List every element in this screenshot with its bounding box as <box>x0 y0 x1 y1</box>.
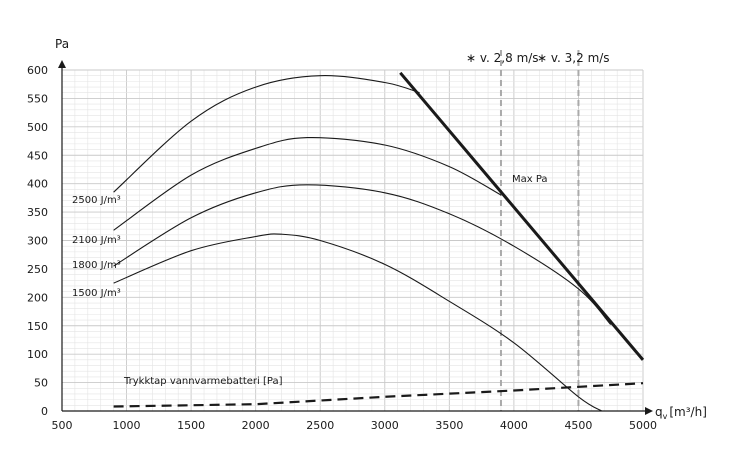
y-axis-title: Pa <box>55 37 69 51</box>
velocity-label-3-2: ∗ v. 3,2 m/s <box>537 51 610 65</box>
y-tick-label: 100 <box>27 348 48 361</box>
x-axis-title-sub: v <box>663 412 668 421</box>
x-tick-label: 4500 <box>564 419 592 432</box>
y-tick-label: 450 <box>27 149 48 162</box>
y-axis-arrow <box>58 60 66 68</box>
fan-curve-1 <box>113 137 502 231</box>
x-tick-label: 500 <box>52 419 73 432</box>
axes <box>58 60 653 415</box>
x-tick-label: 1000 <box>113 419 141 432</box>
fan-curve-3 <box>113 233 602 412</box>
x-axis-title: qv [m³/h] <box>655 405 707 421</box>
fan-curve-2 <box>113 184 612 325</box>
y-tick-label: 200 <box>27 291 48 304</box>
y-tick-label: 50 <box>34 377 48 390</box>
y-tick-label: 250 <box>27 263 48 276</box>
y-tick-label: 300 <box>27 235 48 248</box>
x-axis-title-symbol: q <box>655 405 663 419</box>
x-tick-label: 2500 <box>306 419 334 432</box>
grid <box>61 69 644 412</box>
curve-label: 2100 J/m³ <box>72 235 121 246</box>
curve-label: 1500 J/m³ <box>72 288 121 299</box>
fan-curve-0 <box>113 75 420 193</box>
curve-label: 2500 J/m³ <box>72 195 121 206</box>
curve-label: 1800 J/m³ <box>72 260 121 271</box>
velocity-label-2-8: ∗ v. 2,8 m/s <box>466 51 539 65</box>
x-axis-arrow <box>645 407 653 415</box>
y-tick-label: 550 <box>27 92 48 105</box>
y-tick-label: 400 <box>27 178 48 191</box>
y-tick-label: 600 <box>27 64 48 77</box>
y-tick-label: 0 <box>41 405 48 418</box>
y-tick-label: 150 <box>27 320 48 333</box>
y-tick-label: 500 <box>27 121 48 134</box>
x-tick-label: 1500 <box>177 419 205 432</box>
pressure-drop-label: Trykktap vannvarmebatteri [Pa] <box>123 376 283 387</box>
x-tick-label: 2000 <box>242 419 270 432</box>
velocity-lines <box>499 50 580 411</box>
x-tick-label: 4000 <box>500 419 528 432</box>
max-pa-label: Max Pa <box>512 174 548 185</box>
x-tick-label: 3000 <box>371 419 399 432</box>
x-axis-title-unit: [m³/h] <box>669 405 707 419</box>
x-tick-label: 5000 <box>629 419 657 432</box>
y-tick-label: 350 <box>27 206 48 219</box>
max-pa-line <box>399 71 645 361</box>
curves <box>113 71 645 412</box>
labels: 500 1000 1500 2000 2500 3000 3500 4000 4500 5000 0… <box>27 37 707 432</box>
x-tick-label: 3500 <box>435 419 463 432</box>
